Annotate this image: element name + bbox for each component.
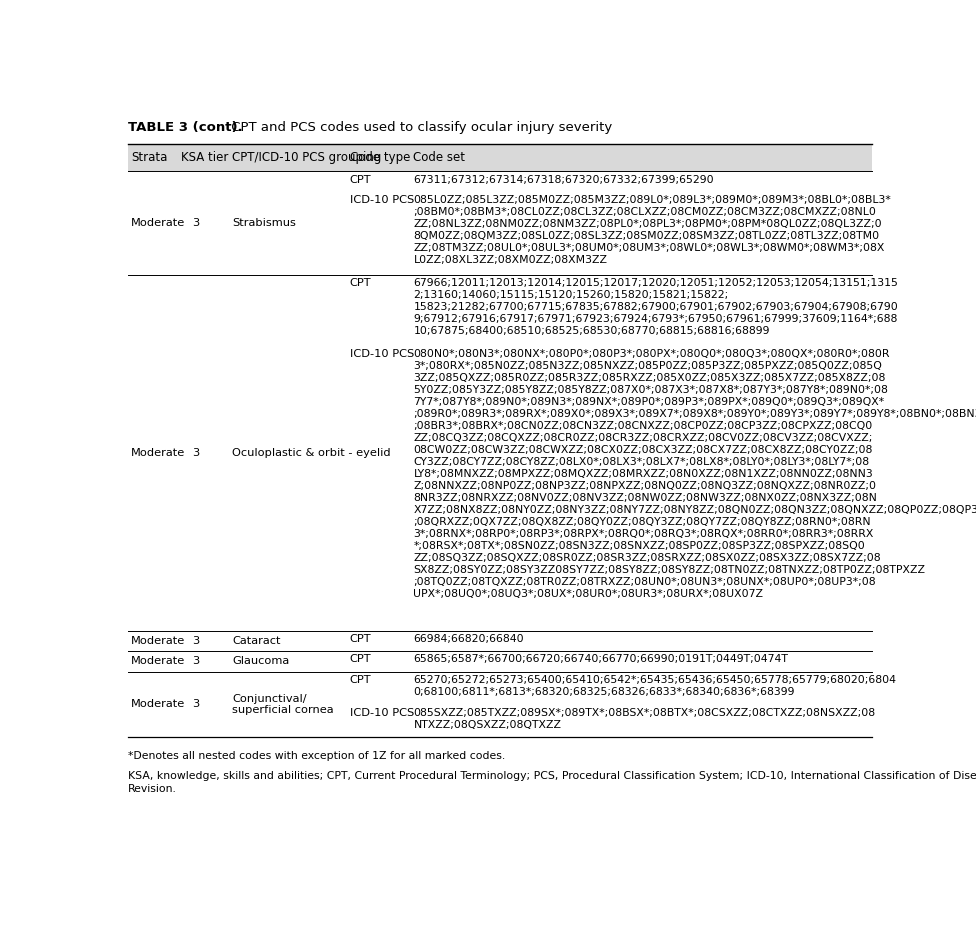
- Text: 085L0ZZ;085L3ZZ;085M0ZZ;085M3ZZ;089L0*;089L3*;089M0*;089M3*;08BL0*;08BL3*
;08BM0: 085L0ZZ;085L3ZZ;085M0ZZ;085M3ZZ;089L0*;0…: [414, 195, 891, 264]
- Text: CPT: CPT: [349, 279, 372, 288]
- Text: 67311;67312;67314;67318;67320;67332;67399;65290: 67311;67312;67314;67318;67320;67332;6739…: [414, 175, 714, 184]
- Text: CPT: CPT: [349, 175, 372, 184]
- Text: 3: 3: [191, 657, 199, 666]
- Bar: [128, 145, 873, 171]
- Text: 67966;12011;12013;12014;12015;12017;12020;12051;12052;12053;12054;13151;1315
2;1: 67966;12011;12013;12014;12015;12017;1202…: [414, 279, 898, 336]
- Text: ICD-10 PCS: ICD-10 PCS: [349, 195, 414, 205]
- Text: CPT/ICD-10 PCS grouping: CPT/ICD-10 PCS grouping: [232, 152, 382, 165]
- Text: Code type: Code type: [349, 152, 410, 165]
- Text: ICD-10 PCS: ICD-10 PCS: [349, 708, 414, 718]
- Text: Cataract: Cataract: [232, 636, 280, 646]
- Text: CPT: CPT: [349, 634, 372, 645]
- Text: *Denotes all nested codes with exception of 1Z for all marked codes.: *Denotes all nested codes with exception…: [128, 751, 506, 761]
- Text: Glaucoma: Glaucoma: [232, 657, 289, 666]
- Text: CPT: CPT: [349, 675, 372, 685]
- Text: Moderate: Moderate: [132, 218, 185, 229]
- Text: CPT and PCS codes used to classify ocular injury severity: CPT and PCS codes used to classify ocula…: [227, 121, 613, 134]
- Text: Code set: Code set: [414, 152, 466, 165]
- Text: Conjunctival/
superficial cornea: Conjunctival/ superficial cornea: [232, 694, 334, 715]
- Text: Moderate: Moderate: [132, 448, 185, 458]
- Text: 66984;66820;66840: 66984;66820;66840: [414, 634, 524, 645]
- Text: KSA, knowledge, skills and abilities; CPT, Current Procedural Terminology; PCS, : KSA, knowledge, skills and abilities; CP…: [128, 772, 976, 793]
- Text: Strabismus: Strabismus: [232, 218, 296, 229]
- Text: 65270;65272;65273;65400;65410;6542*;65435;65436;65450;65778;65779;68020;6804
0;6: 65270;65272;65273;65400;65410;6542*;6543…: [414, 675, 896, 696]
- Text: Moderate: Moderate: [132, 657, 185, 666]
- Text: Oculoplastic & orbit - eyelid: Oculoplastic & orbit - eyelid: [232, 448, 390, 458]
- Text: 65865;6587*;66700;66720;66740;66770;66990;0191T;0449T;0474T: 65865;6587*;66700;66720;66740;66770;6699…: [414, 654, 789, 664]
- Text: ICD-10 PCS: ICD-10 PCS: [349, 349, 414, 359]
- Text: Moderate: Moderate: [132, 699, 185, 710]
- Text: 3: 3: [191, 218, 199, 229]
- Text: 3: 3: [191, 448, 199, 458]
- Text: 3: 3: [191, 636, 199, 646]
- Text: 3: 3: [191, 699, 199, 710]
- Text: Strata: Strata: [132, 152, 168, 165]
- Text: CPT: CPT: [349, 654, 372, 664]
- Text: Moderate: Moderate: [132, 636, 185, 646]
- Text: 085SXZZ;085TXZZ;089SX*;089TX*;08BSX*;08BTX*;08CSXZZ;08CTXZZ;08NSXZZ;08
NTXZZ;08Q: 085SXZZ;085TXZZ;089SX*;089TX*;08BSX*;08B…: [414, 708, 875, 729]
- Text: TABLE 3 (cont).: TABLE 3 (cont).: [128, 121, 243, 134]
- Text: KSA tier: KSA tier: [181, 152, 228, 165]
- Text: 080N0*;080N3*;080NX*;080P0*;080P3*;080PX*;080Q0*;080Q3*;080QX*;080R0*;080R
3*;08: 080N0*;080N3*;080NX*;080P0*;080P3*;080PX…: [414, 349, 976, 598]
